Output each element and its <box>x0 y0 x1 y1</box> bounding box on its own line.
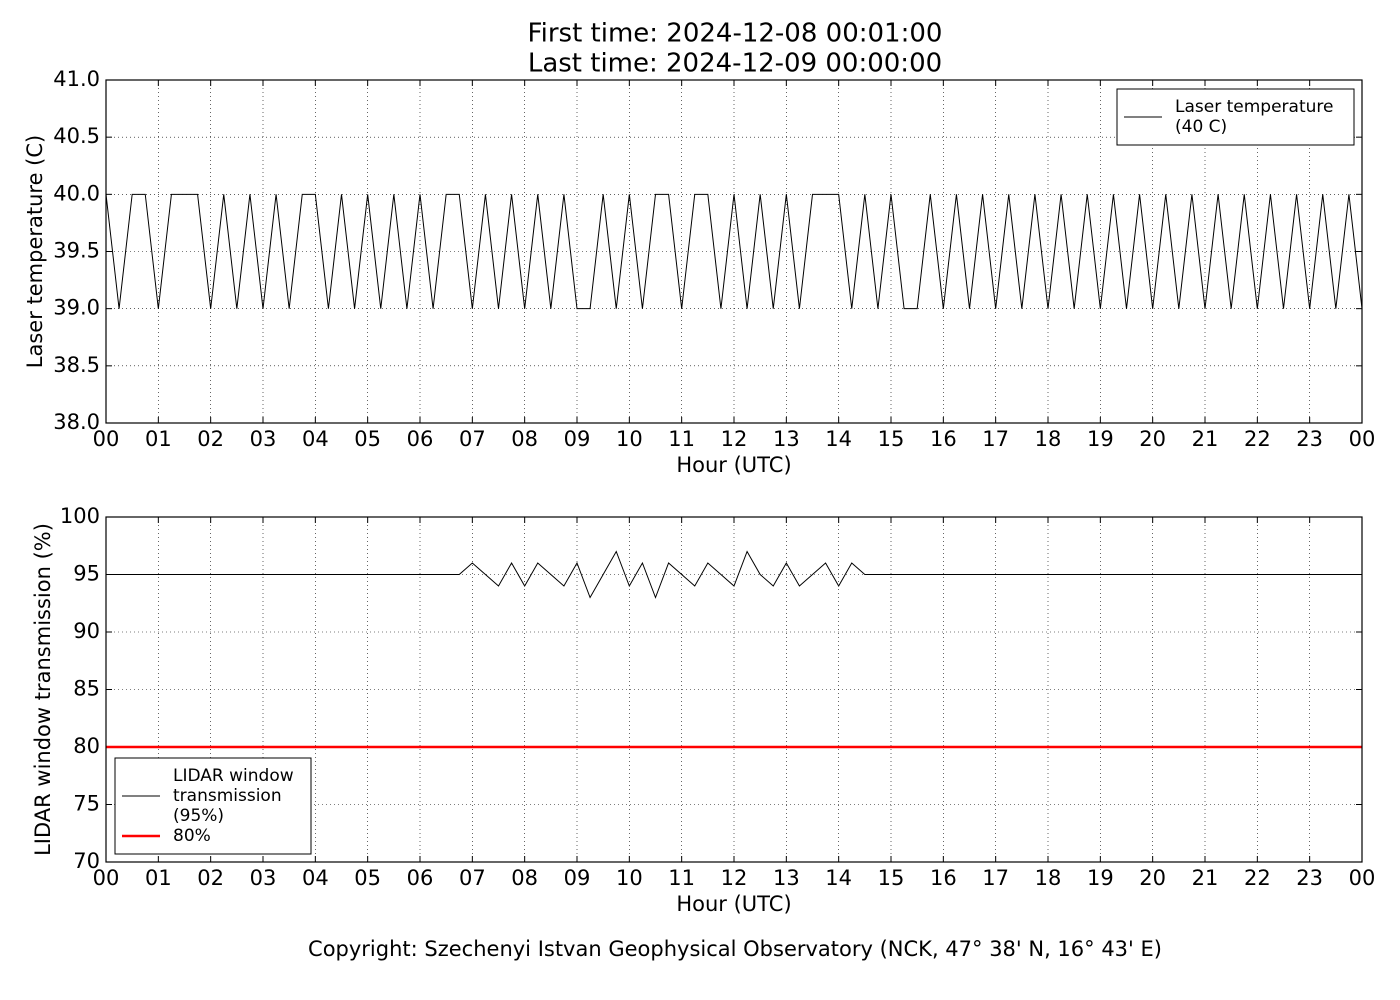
x-tick-label: 23 <box>1296 427 1323 451</box>
y-axis-label: Laser temperature (C) <box>23 135 47 368</box>
y-tick-label: 70 <box>73 849 100 873</box>
x-tick-label: 09 <box>564 866 591 890</box>
x-tick-label: 07 <box>459 427 486 451</box>
x-tick-label: 18 <box>1035 427 1062 451</box>
x-tick-label: 00 <box>1349 866 1376 890</box>
x-tick-label: 18 <box>1035 866 1062 890</box>
x-tick-label: 17 <box>982 866 1009 890</box>
x-tick-label: 05 <box>354 866 381 890</box>
y-tick-label: 38.5 <box>53 353 100 377</box>
x-tick-label: 04 <box>302 427 329 451</box>
x-tick-label: 01 <box>145 866 172 890</box>
x-tick-label: 08 <box>511 866 538 890</box>
footer: Copyright: Szechenyi Istvan Geophysical … <box>308 937 1162 961</box>
x-axis-label: Hour (UTC) <box>676 892 791 916</box>
x-tick-label: 16 <box>930 866 957 890</box>
x-tick-label: 10 <box>616 866 643 890</box>
x-tick-label: 22 <box>1244 866 1271 890</box>
plot-frame <box>105 516 1363 863</box>
legend-label: 80% <box>173 826 211 846</box>
x-tick-label: 10 <box>616 427 643 451</box>
x-tick-label: 14 <box>825 866 852 890</box>
x-tick-label: 00 <box>93 866 120 890</box>
y-tick-label: 40.0 <box>53 181 100 205</box>
x-axis-label: Hour (UTC) <box>676 453 791 477</box>
x-tick-label: 11 <box>668 427 695 451</box>
y-tick-label: 80 <box>73 734 100 758</box>
x-tick-label: 15 <box>878 866 905 890</box>
y-tick-label: 85 <box>73 677 100 701</box>
x-tick-label: 20 <box>1139 427 1166 451</box>
x-tick-label: 21 <box>1192 427 1219 451</box>
x-tick-label: 11 <box>668 866 695 890</box>
x-tick-label: 13 <box>773 866 800 890</box>
x-tick-label: 00 <box>93 427 120 451</box>
y-tick-label: 90 <box>73 619 100 643</box>
x-tick-label: 13 <box>773 427 800 451</box>
series-line <box>106 550 1362 599</box>
x-tick-label: 07 <box>459 866 486 890</box>
series-line <box>105 193 1363 310</box>
x-tick-label: 16 <box>930 427 957 451</box>
y-axis-label: LIDAR window transmission (%) <box>31 523 55 856</box>
x-tick-label: 22 <box>1244 427 1271 451</box>
legend-frame <box>114 757 312 855</box>
x-tick-label: 04 <box>302 866 329 890</box>
x-tick-label: 08 <box>511 427 538 451</box>
x-tick-label: 02 <box>197 866 224 890</box>
x-tick-label: 01 <box>145 427 172 451</box>
x-tick-label: 17 <box>982 427 1009 451</box>
y-tick-label: 39.5 <box>53 239 100 263</box>
x-tick-label: 20 <box>1139 866 1166 890</box>
x-tick-label: 12 <box>721 866 748 890</box>
plot-frame <box>105 79 1363 424</box>
x-tick-label: 19 <box>1087 866 1114 890</box>
subtitle: Last time: 2024-12-09 00:00:00 <box>528 49 942 79</box>
x-tick-label: 09 <box>564 427 591 451</box>
legend-label: Laser temperature (40 C) <box>1175 97 1333 137</box>
y-tick-label: 95 <box>73 562 100 586</box>
x-tick-label: 05 <box>354 427 381 451</box>
y-tick-label: 39.0 <box>53 296 100 320</box>
legend-label: LIDAR window transmission (95%) <box>173 766 294 826</box>
x-tick-label: 23 <box>1296 866 1323 890</box>
x-tick-label: 00 <box>1349 427 1376 451</box>
x-tick-label: 19 <box>1087 427 1114 451</box>
y-tick-label: 41.0 <box>53 67 100 91</box>
x-tick-label: 06 <box>407 427 434 451</box>
y-tick-label: 100 <box>60 504 100 528</box>
x-tick-label: 21 <box>1192 866 1219 890</box>
x-tick-label: 02 <box>197 427 224 451</box>
x-tick-label: 03 <box>250 866 277 890</box>
y-tick-label: 40.5 <box>53 124 100 148</box>
title: First time: 2024-12-08 00:01:00 <box>528 19 943 49</box>
x-tick-label: 15 <box>878 427 905 451</box>
y-tick-label: 38.0 <box>53 410 100 434</box>
x-tick-label: 12 <box>721 427 748 451</box>
y-tick-label: 75 <box>73 792 100 816</box>
x-tick-label: 06 <box>407 866 434 890</box>
x-tick-label: 03 <box>250 427 277 451</box>
x-tick-label: 14 <box>825 427 852 451</box>
